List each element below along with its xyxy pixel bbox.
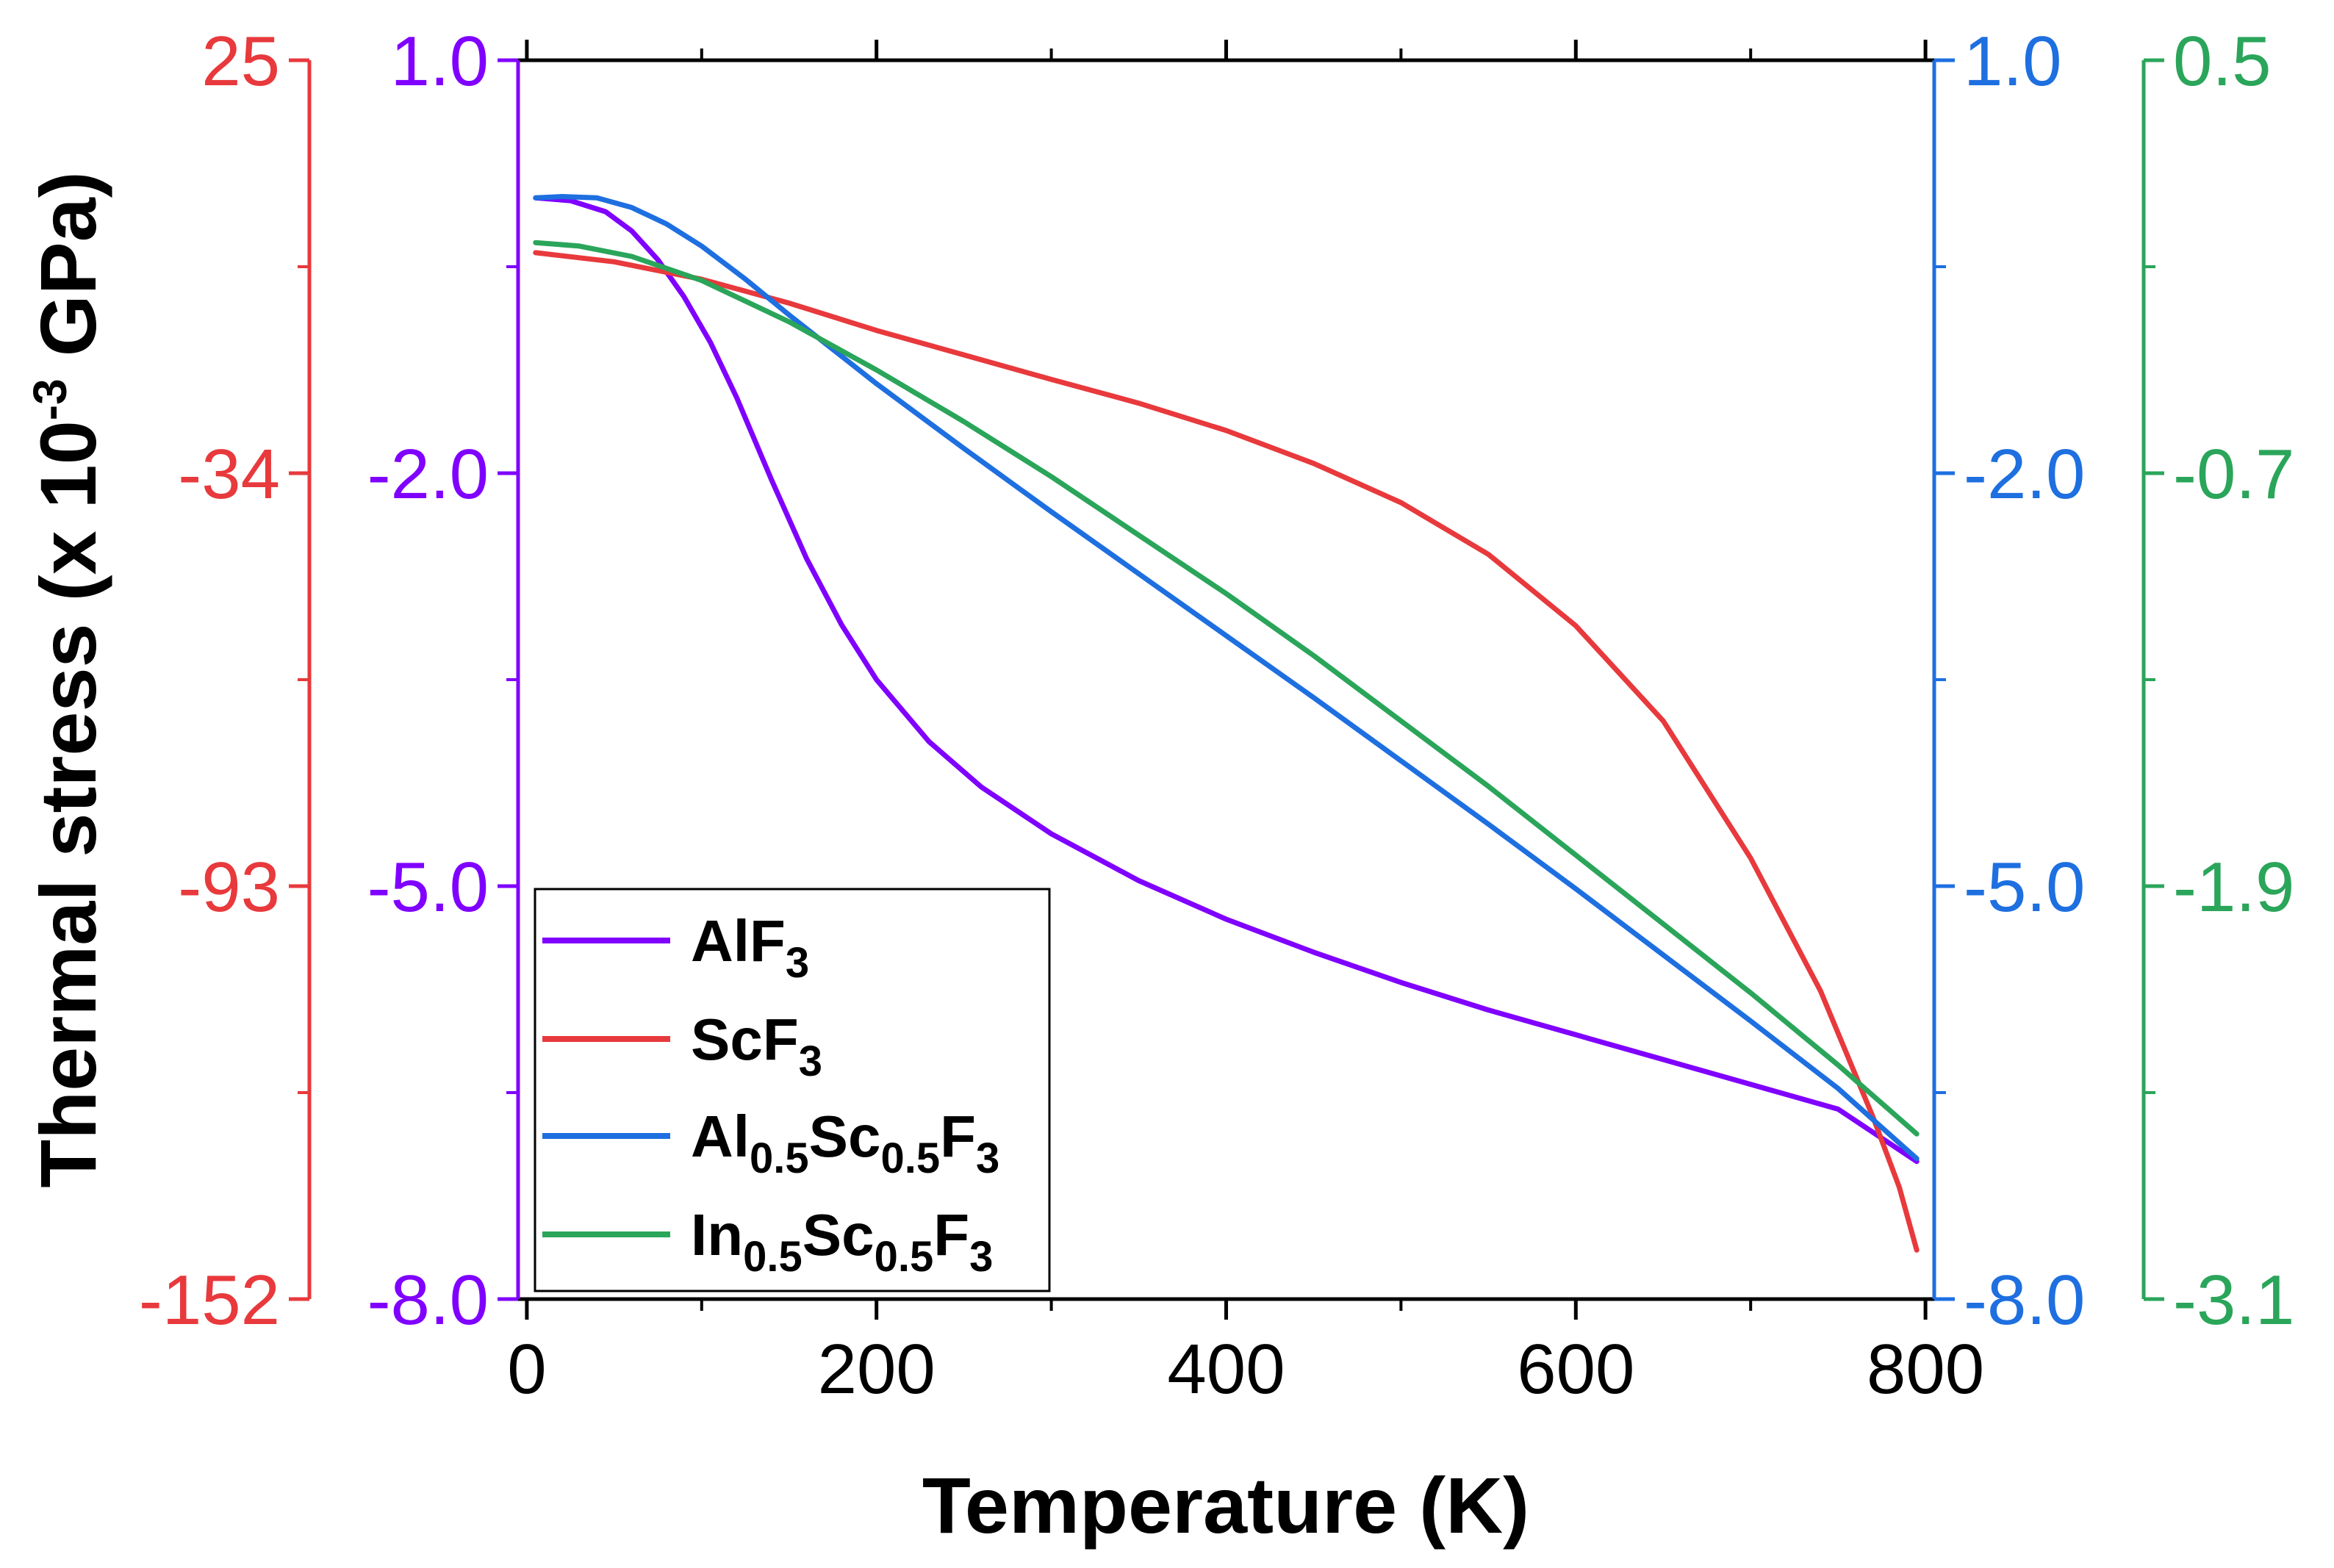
red-axis-tick-label: 25 [201, 22, 280, 101]
y-axis-title: Thermal stress (x 10-3 GPa) [24, 171, 112, 1188]
x-tick-label: 400 [1167, 1330, 1285, 1409]
x-tick-label: 800 [1867, 1330, 1984, 1409]
purple-axis-tick-label: -2.0 [367, 435, 489, 514]
legend-label-Al0.5Sc0.5F3: Al0.5Sc0.5F3 [691, 1104, 999, 1182]
series-line-Al0.5Sc0.5F3 [533, 194, 1920, 1162]
purple-axis-tick-label: -8.0 [367, 1261, 489, 1339]
ticks-layer: 0 200 400 600 800 25 -34 -93 -152 1.0 -2.0 -5.0 -8.0… [139, 22, 2295, 1409]
blue-axis-tick-label: -2.0 [1964, 435, 2085, 514]
green-axis-tick-label: -0.7 [2173, 435, 2294, 514]
red-axis-tick-label: -93 [178, 848, 280, 927]
x-tick-label: 0 [507, 1330, 546, 1409]
y-axis-title-unit: GPa) [24, 171, 112, 378]
blue-axis-tick-label: 1.0 [1964, 22, 2061, 101]
legend-label-ScF3: ScF3 [691, 1007, 822, 1085]
legend-label-AlF3: AlF3 [691, 908, 809, 987]
y-axis-title-exponent: -3 [24, 378, 76, 420]
blue-axis-tick-label: -5.0 [1964, 848, 2085, 927]
green-axis-tick-label: 0.5 [2173, 22, 2271, 101]
red-axis-tick-label: -152 [139, 1261, 280, 1339]
legend-label-In0.5Sc0.5F3: In0.5Sc0.5F3 [691, 1202, 993, 1281]
green-axis-tick-label: -1.9 [2173, 848, 2294, 927]
legend-entries: AlF3 ScF3 Al0.5Sc0.5F3 In0.5Sc0.5F3 [542, 908, 999, 1281]
red-axis-tick-label: -34 [178, 435, 280, 514]
blue-axis-tick-label: -8.0 [1964, 1261, 2085, 1339]
x-tick-label: 600 [1517, 1330, 1634, 1409]
purple-axis-tick-label: -5.0 [367, 848, 489, 927]
legend: AlF3 ScF3 Al0.5Sc0.5F3 In0.5Sc0.5F3 [534, 888, 1051, 1292]
series-line-ScF3 [533, 250, 1920, 1253]
legend-box [534, 888, 1051, 1292]
series-layer [533, 194, 1920, 1253]
purple-axis-tick-label: 1.0 [391, 22, 489, 101]
x-axis-title: Temperature (K) [922, 1461, 1529, 1550]
series-line-AlF3 [533, 195, 1920, 1165]
green-axis-tick-label: -3.1 [2173, 1261, 2294, 1339]
y-axis-title-main: Thermal stress (x 10 [24, 420, 112, 1188]
x-tick-label: 200 [818, 1330, 936, 1409]
series-line-In0.5Sc0.5F3 [533, 240, 1920, 1137]
